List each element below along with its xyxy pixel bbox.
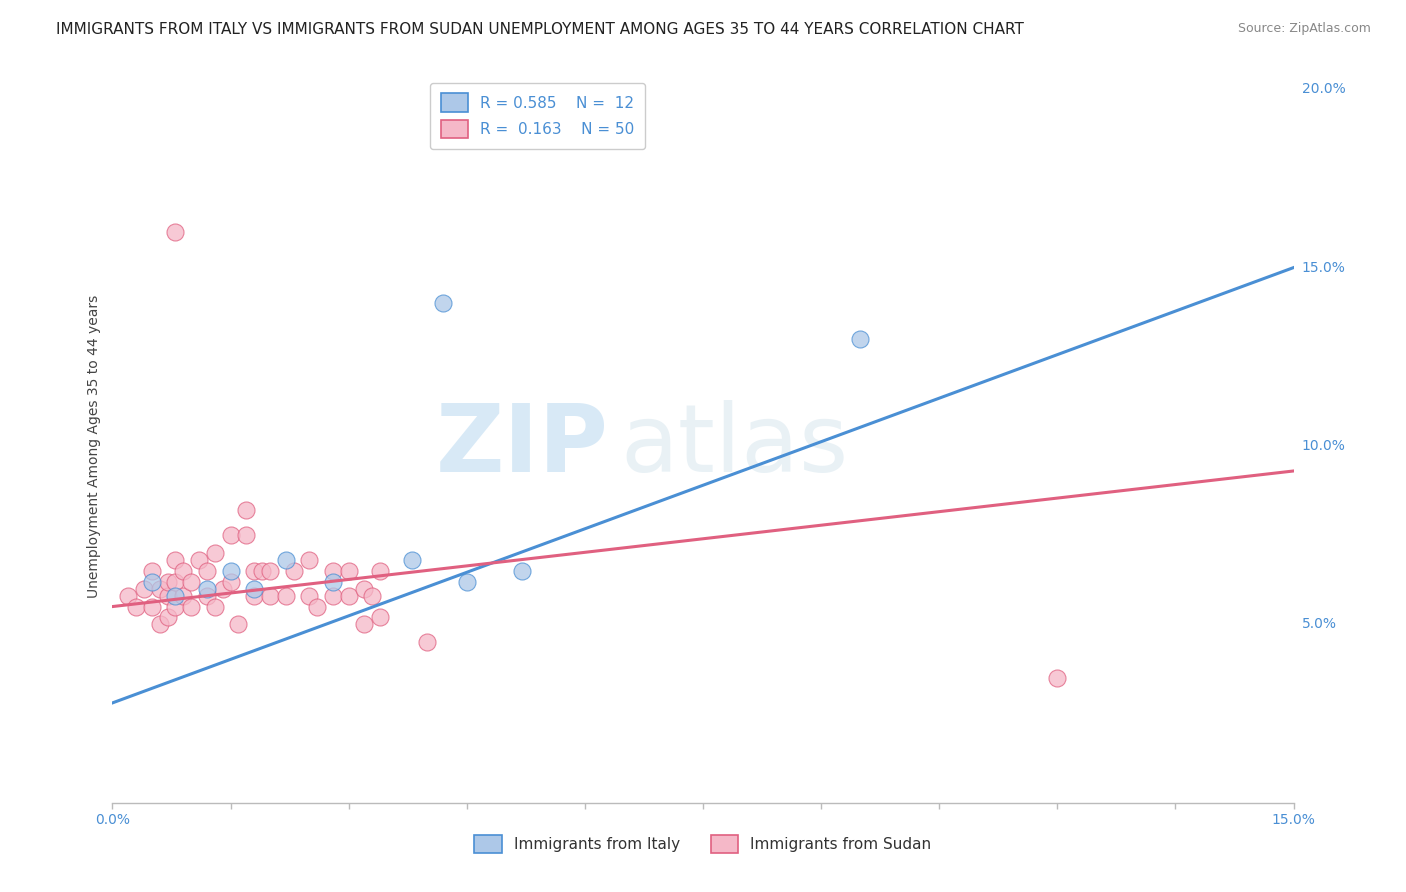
Point: [235, 528, 257, 542]
Point: [195, 582, 218, 596]
Point: [141, 564, 163, 578]
Point: [274, 589, 297, 603]
Point: [243, 582, 266, 596]
Point: [274, 553, 297, 567]
Point: [195, 564, 218, 578]
Text: 10.0%: 10.0%: [1302, 439, 1346, 453]
Point: [172, 564, 194, 578]
Point: [125, 599, 148, 614]
Point: [180, 574, 202, 589]
Point: [228, 617, 250, 632]
Point: [165, 225, 187, 239]
Point: [149, 582, 172, 596]
Point: [510, 564, 533, 578]
Point: [401, 553, 423, 567]
Point: [259, 564, 281, 578]
Point: [353, 582, 375, 596]
Text: ZIP: ZIP: [436, 400, 609, 492]
Point: [180, 599, 202, 614]
Point: [337, 589, 360, 603]
Point: [219, 564, 242, 578]
Point: [141, 599, 163, 614]
Point: [141, 574, 163, 589]
Point: [165, 574, 187, 589]
Point: [307, 599, 329, 614]
Point: [368, 610, 391, 624]
Point: [188, 553, 211, 567]
Point: [219, 528, 242, 542]
Point: [250, 564, 273, 578]
Point: [337, 564, 360, 578]
Text: Source: ZipAtlas.com: Source: ZipAtlas.com: [1237, 22, 1371, 36]
Point: [219, 574, 242, 589]
Point: [195, 589, 218, 603]
Point: [353, 617, 375, 632]
Legend: Immigrants from Italy, Immigrants from Sudan: Immigrants from Italy, Immigrants from S…: [468, 829, 938, 859]
Point: [456, 574, 478, 589]
Point: [204, 546, 226, 560]
Text: 5.0%: 5.0%: [1302, 617, 1337, 632]
Point: [849, 332, 872, 346]
Text: atlas: atlas: [620, 400, 849, 492]
Point: [243, 564, 266, 578]
Point: [322, 564, 344, 578]
Point: [165, 599, 187, 614]
Point: [259, 589, 281, 603]
Point: [298, 589, 321, 603]
Text: 15.0%: 15.0%: [1302, 260, 1346, 275]
Point: [117, 589, 139, 603]
Point: [132, 582, 155, 596]
Point: [172, 589, 194, 603]
Point: [298, 553, 321, 567]
Point: [156, 589, 179, 603]
Point: [368, 564, 391, 578]
Point: [165, 553, 187, 567]
Point: [165, 589, 187, 603]
Point: [156, 574, 179, 589]
Point: [416, 635, 439, 649]
Point: [204, 599, 226, 614]
Y-axis label: Unemployment Among Ages 35 to 44 years: Unemployment Among Ages 35 to 44 years: [87, 294, 101, 598]
Point: [243, 589, 266, 603]
Point: [432, 296, 454, 310]
Point: [361, 589, 384, 603]
Text: IMMIGRANTS FROM ITALY VS IMMIGRANTS FROM SUDAN UNEMPLOYMENT AMONG AGES 35 TO 44 : IMMIGRANTS FROM ITALY VS IMMIGRANTS FROM…: [56, 22, 1024, 37]
Point: [1046, 671, 1069, 685]
Point: [322, 574, 344, 589]
Point: [211, 582, 233, 596]
Point: [156, 610, 179, 624]
Text: 20.0%: 20.0%: [1302, 82, 1346, 96]
Point: [149, 617, 172, 632]
Point: [283, 564, 305, 578]
Point: [322, 589, 344, 603]
Point: [235, 503, 257, 517]
